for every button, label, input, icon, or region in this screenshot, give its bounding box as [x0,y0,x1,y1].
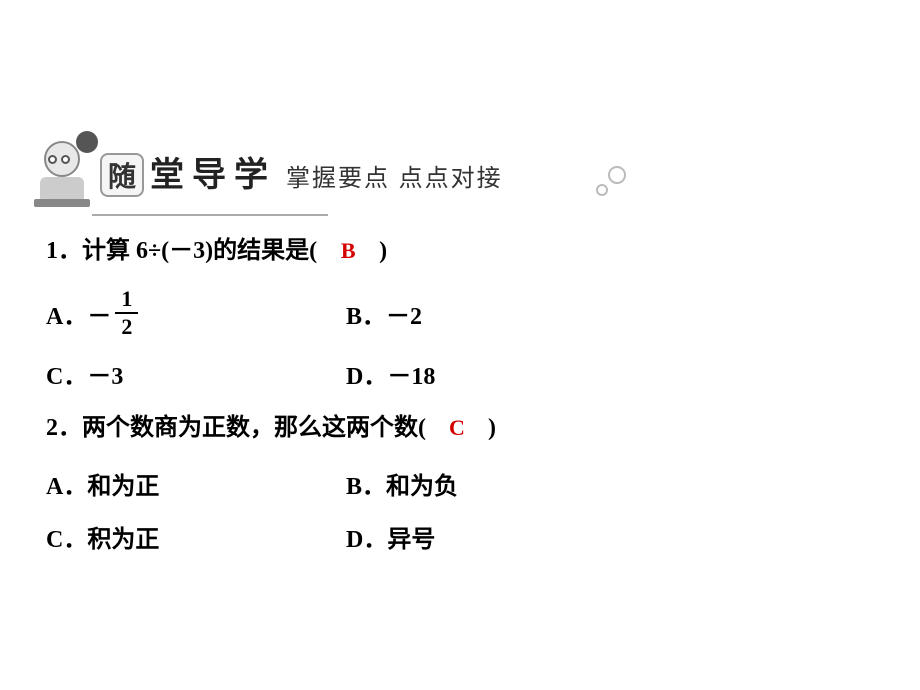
q1-option-a: A．－ 1 2 [46,288,346,338]
q1-answer: B [335,233,361,268]
header-banner: 随 堂 导 学 掌握要点 点点对接 [32,128,592,216]
title-char-1: 随 [100,153,144,197]
q2-option-a: A．和为正 [46,466,346,501]
q2-prefix: 2．两个数商为正数，那么这两个数( [46,415,426,441]
q1-optA-denominator: 2 [115,314,138,338]
header-subtitle: 掌握要点 点点对接 [286,158,503,193]
q1-prefix: 1．计算 6÷(－3)的结果是( [46,238,317,264]
q1-suffix: ) [379,238,387,264]
q1-optA-numerator: 1 [115,288,138,314]
header-underline [92,214,328,216]
question-2-stem: 2．两个数商为正数，那么这两个数( C ) [46,409,866,447]
title-characters: 随 堂 导 学 掌握要点 点点对接 [100,147,503,197]
q2-suffix: ) [488,415,496,441]
q2-options-row2: C．积为正 D．异号 [46,519,866,554]
fraction-icon: 1 2 [115,288,138,338]
q1-optA-label: A．－ [46,296,111,331]
q1-options-row2: C．－3 D．－18 [46,356,866,391]
title-char-3: 导 [190,147,228,196]
q2-option-d: D．异号 [346,519,646,554]
q1-option-c: C．－3 [46,356,346,391]
title-char-4: 学 [232,147,270,196]
ring-decoration-icon [596,166,628,198]
cartoon-student-icon [32,133,92,211]
q2-option-c: C．积为正 [46,519,346,554]
title-char-2: 堂 [148,147,186,196]
q2-options-row1: A．和为正 B．和为负 [46,466,866,501]
q1-option-d: D．－18 [346,356,646,391]
q1-options-row1: A．－ 1 2 B．－2 [46,288,866,338]
content-area: 1．计算 6÷(－3)的结果是( B ) A．－ 1 2 B．－2 C．－3 D… [46,232,866,572]
q2-answer: C [444,410,470,445]
q1-option-b: B．－2 [346,288,646,338]
q2-option-b: B．和为负 [346,466,646,501]
question-1-stem: 1．计算 6÷(－3)的结果是( B ) [46,232,866,270]
